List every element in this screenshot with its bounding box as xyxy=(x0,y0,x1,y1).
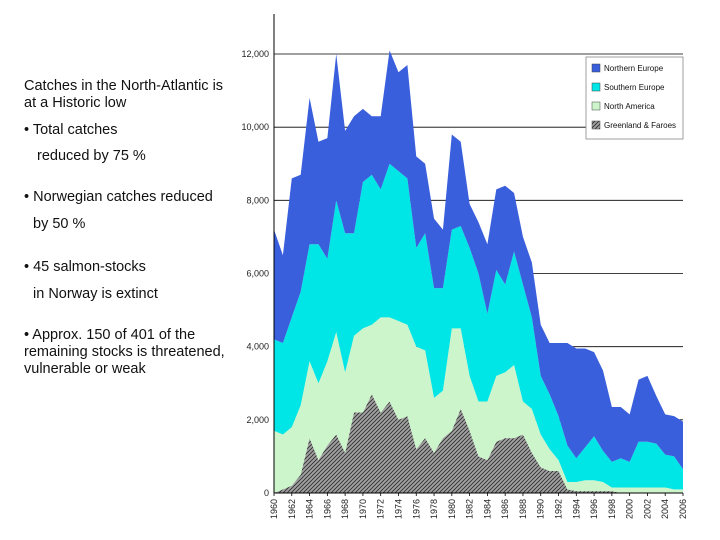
x-tick-label: 2000 xyxy=(625,499,635,519)
y-tick-label: 2,000 xyxy=(246,415,269,425)
legend-swatch xyxy=(591,63,601,73)
bullet-salmon-stocks: • 45 salmon-stocks xyxy=(24,259,146,275)
legend-label: North America xyxy=(604,102,655,111)
bullet-salmon-stocks-cont: in Norway is extinct xyxy=(33,286,158,302)
bullet-norwegian-catches-cont: by 50 % xyxy=(33,216,86,232)
bullet-norwegian-catches: • Norwegian catches reduced xyxy=(24,189,213,205)
legend-label: Southern Europe xyxy=(604,83,665,92)
area-series-north-america xyxy=(274,317,683,493)
x-tick-label: 1980 xyxy=(447,499,457,519)
bullet-total-catches: • Total catches xyxy=(24,122,118,138)
x-tick-label: 2006 xyxy=(678,499,688,519)
y-tick-label: 12,000 xyxy=(241,49,269,59)
bullet-total-catches-cont: reduced by 75 % xyxy=(37,148,146,164)
y-tick-label: 6,000 xyxy=(246,269,269,279)
x-tick-label: 1960 xyxy=(269,499,279,519)
x-tick-label: 1976 xyxy=(411,499,421,519)
x-tick-label: 1974 xyxy=(393,499,403,519)
y-tick-label: 10,000 xyxy=(241,122,269,132)
legend-swatch xyxy=(591,82,601,92)
x-tick-label: 1986 xyxy=(500,499,510,519)
legend-label: Northern Europe xyxy=(604,64,664,73)
y-tick-label: 0 xyxy=(264,488,269,498)
x-tick-label: 1978 xyxy=(429,499,439,519)
x-tick-label: 1970 xyxy=(358,499,368,519)
area-series-southern-europe xyxy=(274,163,683,490)
x-tick-label: 1982 xyxy=(465,499,475,519)
x-tick-label: 2004 xyxy=(660,499,670,519)
x-tick-label: 1992 xyxy=(554,499,564,519)
legend-box xyxy=(585,56,684,140)
x-tick-label: 1966 xyxy=(322,499,332,519)
area-series-greenland-faroes xyxy=(274,394,683,493)
legend-label: Greenland & Faroes xyxy=(604,121,676,130)
x-tick-label: 1962 xyxy=(287,499,297,519)
y-tick-label: 8,000 xyxy=(246,195,269,205)
x-tick-label: 1964 xyxy=(305,499,315,519)
y-tick-label: 4,000 xyxy=(246,342,269,352)
legend-swatch xyxy=(591,120,601,130)
x-tick-label: 1968 xyxy=(340,499,350,519)
legend-swatch xyxy=(591,101,601,111)
slide-text: Catches in the North-Atlantic is at a Hi… xyxy=(24,78,239,378)
x-tick-label: 1988 xyxy=(518,499,528,519)
x-tick-label: 1998 xyxy=(607,499,617,519)
x-tick-label: 1996 xyxy=(589,499,599,519)
x-tick-label: 2002 xyxy=(642,499,652,519)
x-tick-label: 1984 xyxy=(482,499,492,519)
bullet-remaining-stocks: • Approx. 150 of 401 of the remaining st… xyxy=(24,327,225,377)
x-tick-label: 1972 xyxy=(376,499,386,519)
x-tick-label: 1994 xyxy=(571,499,581,519)
area-series-northern-europe xyxy=(274,50,683,470)
x-tick-label: 1990 xyxy=(536,499,546,519)
intro-text: Catches in the North-Atlantic is at a Hi… xyxy=(24,78,224,111)
